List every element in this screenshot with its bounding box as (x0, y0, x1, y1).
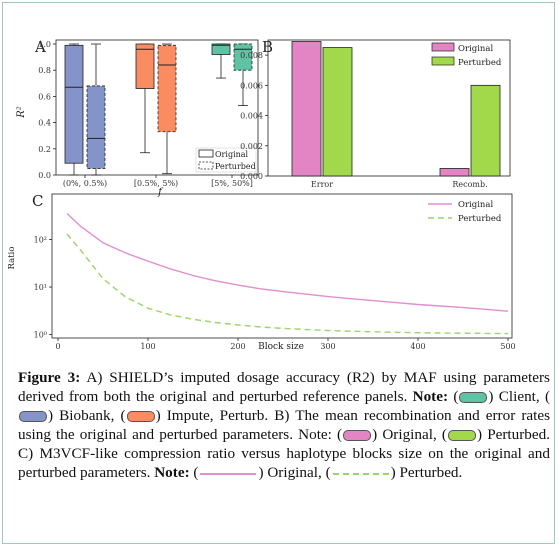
y-tick-label: 0.8 (38, 66, 51, 75)
y-tick-label: 0.000 (240, 172, 263, 181)
bar-original (439, 168, 470, 177)
y-tick-label: 1.0 (38, 40, 51, 49)
legend-line-perturbed: () (325, 464, 396, 481)
x-tick-label: [5%, 50%] (211, 179, 253, 188)
swatch-client (459, 392, 488, 404)
box-original (211, 43, 231, 55)
x-tick-label: Recomb. (452, 180, 487, 189)
panel-a-boxplot: A 0.0 0.2 0.4 0.6 0.8 1.0 R² (0%, 0.5%) [0.5%, 5%… (16, 38, 259, 198)
x-tick-label: 100 (140, 342, 155, 351)
y-tick-label: 0.4 (38, 119, 51, 128)
legend-line-original: () (193, 464, 264, 481)
caption-part-b: B) The mean recombination and error rate… (18, 407, 551, 443)
swatch-impute (126, 411, 155, 423)
line-swatch-perturbed (332, 472, 389, 475)
box-perturbed (233, 43, 253, 71)
box-perturbed (157, 44, 177, 133)
caption-figure-label: Figure 3: (18, 369, 81, 386)
y-tick-label: 0.008 (240, 51, 263, 60)
y-axis-label: R² (16, 106, 27, 119)
x-tick-label: (0%, 0.5%) (63, 179, 107, 188)
x-axis-label: Block size (258, 342, 304, 352)
axes-frame (51, 193, 513, 339)
caption-item-original-line: Original, (267, 464, 322, 481)
panel-label: C (32, 192, 43, 210)
panel-label: B (262, 38, 273, 56)
y-tick-label: 10² (34, 235, 47, 244)
x-tick-label: [0.5%, 5%) (134, 179, 178, 188)
caption-item-biobank: Biobank, (59, 407, 115, 424)
legend-swatch-original (198, 149, 214, 158)
line-original (66, 212, 509, 312)
legend-swatch-perturbed-bar: () (441, 426, 483, 443)
legend-a: Original Perturbed (195, 147, 257, 173)
y-tick-label: 10⁰ (34, 331, 47, 340)
legend-label-perturbed: Perturbed (215, 162, 256, 171)
panel-label: A (34, 38, 46, 56)
y-tick-label: 0.0 (38, 171, 51, 180)
caption-note-label-c: Note: (154, 464, 190, 481)
legend-c: Original Perturbed (428, 200, 502, 224)
x-tick-label: 500 (500, 342, 515, 351)
legend-swatch-impute: () (120, 407, 161, 424)
figure-caption: Figure 3: A) SHIELD’s imputed dosage acc… (18, 368, 550, 482)
y-tick-label: 10¹ (34, 283, 47, 292)
y-tick-label: 0.002 (240, 142, 263, 151)
y-tick-label: 0.2 (38, 145, 51, 154)
legend-swatch-perturbed (198, 161, 214, 170)
legend-swatch-original (431, 42, 455, 52)
caption-part-c: C) M3VCF-like compression ratio versus h… (18, 445, 550, 481)
legend-label-original: Original (458, 44, 493, 54)
caption-item-original-bar: Original, (382, 426, 437, 443)
swatch-perturbed-bar (447, 430, 476, 442)
box-original (64, 44, 84, 164)
axes-frame (267, 39, 511, 177)
bar-perturbed (470, 84, 501, 177)
x-tick-label: 300 (320, 342, 335, 351)
caption-note-label: Note: (412, 388, 449, 405)
legend-swatch-biobank: () (18, 388, 550, 424)
bar-perturbed (322, 47, 353, 177)
legend-swatch-original-bar: () (337, 426, 378, 443)
box-perturbed (86, 85, 106, 169)
box-original (135, 43, 155, 89)
x-tick-label: 200 (230, 342, 245, 351)
legend-label-perturbed: Perturbed (458, 58, 502, 68)
x-tick-label: Error (311, 180, 333, 189)
swatch-original-bar (343, 430, 372, 442)
legend-label-original: Original (458, 200, 493, 210)
y-tick-label: 0.006 (240, 81, 263, 90)
legend-label-original: Original (215, 150, 249, 159)
caption-item-client: Client, (498, 388, 540, 405)
figure-charts: A 0.0 0.2 0.4 0.6 0.8 1.0 R² (0%, 0.5%) [0.5%, 5%… (7, 38, 516, 352)
x-axis-label: f (157, 187, 164, 198)
y-tick-label: 0.004 (240, 112, 263, 121)
line-swatch-original (200, 472, 257, 475)
swatch-biobank (19, 411, 47, 423)
caption-item-perturbed-line: Perturbed. (399, 464, 463, 481)
caption-part-a: A) SHIELD’s imputed dosage accuracy (R2)… (18, 369, 550, 405)
panel-b-barchart: B 0.000 0.002 0.004 0.006 0.008 Error Recomb. Or… (240, 38, 511, 189)
legend-b: Original Perturbed (431, 42, 502, 68)
line-perturbed (66, 233, 509, 335)
x-tick-label: 400 (410, 342, 425, 351)
bar-original (291, 41, 322, 177)
legend-swatch-perturbed (431, 56, 455, 66)
caption-item-impute: Impute, Perturb. (166, 407, 269, 424)
x-tick-label: 0 (55, 342, 60, 351)
caption-item-perturbed-bar: Perturbed. (487, 426, 551, 443)
axes-frame (55, 39, 259, 176)
panel-c-linechart: C 10⁰ 10¹ 10² Ratio 0 100 200 300 400 500 Block siz… (7, 192, 516, 352)
y-axis-label: Ratio (7, 247, 17, 270)
legend-swatch-client: () (453, 388, 494, 405)
legend-label-perturbed: Perturbed (458, 214, 502, 224)
y-tick-label: 0.6 (38, 92, 51, 101)
figure-frame (2, 2, 555, 544)
